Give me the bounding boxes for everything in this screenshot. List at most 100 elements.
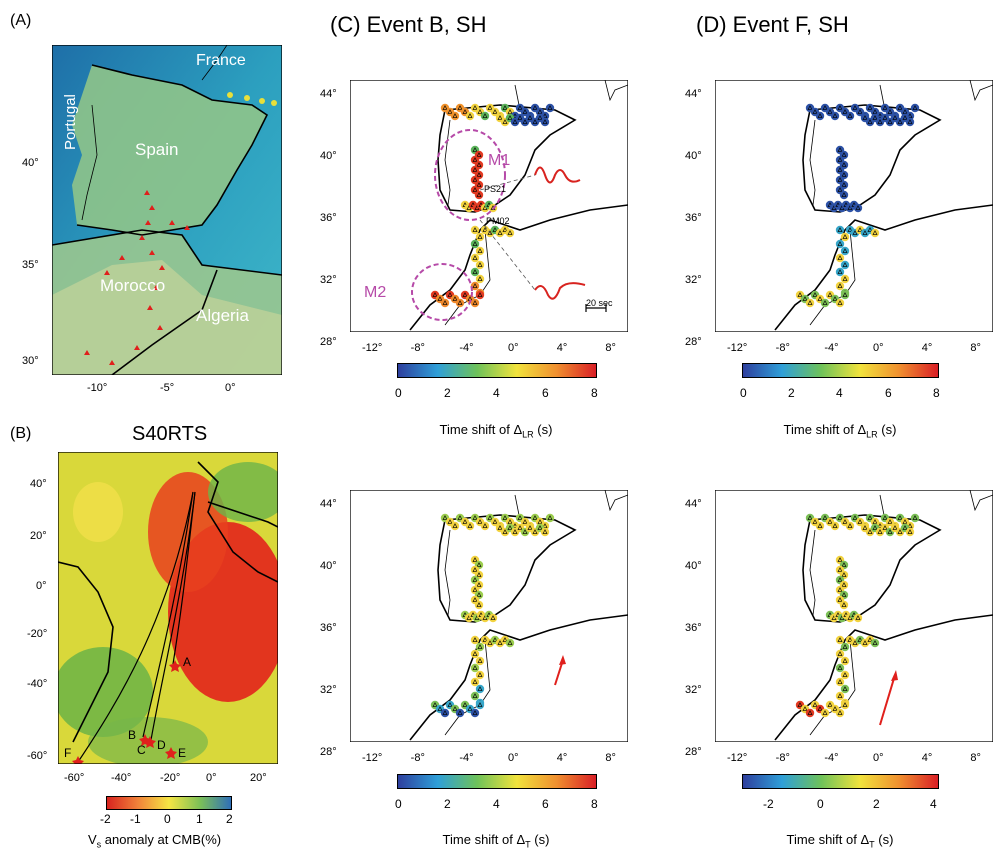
colorbar-tick: 2 [444,386,451,400]
station-marker [470,663,480,673]
station-marker [835,253,845,263]
station-marker [474,190,484,200]
panel-b-xtick: -20° [160,772,181,784]
station-marker [470,298,480,308]
scale-label: 20 sec [586,298,613,308]
station-marker [835,298,845,308]
station-marker [805,708,815,718]
colorbar-tick: 2 [788,386,795,400]
panel-c-title: (C) Event B, SH [330,12,487,37]
station-marker [840,274,850,284]
station-marker [840,642,850,652]
station-marker [480,111,490,121]
map-xtick: -4° [459,752,474,764]
panel-a-ytick: 40° [22,157,39,169]
panel-c-top-colorbar [397,363,597,378]
station-marker [905,117,915,127]
panel-b-colorbar [106,796,232,810]
map-ytick: 28° [685,746,702,758]
caption-d-top: Time shift of ΔLR (s) [783,422,897,440]
station-marker [820,708,830,718]
station-marker [540,527,550,537]
panel-b-xtick: -60° [64,772,85,784]
panel-d-top-colorbar [742,363,939,378]
station-marker [475,700,485,710]
map-xtick: -4° [824,752,839,764]
station-marker [845,521,855,531]
station-marker [905,527,915,537]
station-marker [465,521,475,531]
panel-c-bottom-map [350,490,628,742]
station-marker [480,521,490,531]
station-marker [465,111,475,121]
panel-d-bottom-map [715,490,993,742]
panel-b-xtick: -40° [111,772,132,784]
station-marker [475,656,485,666]
caption-c-top: Time shift of ΔLR (s) [439,422,553,440]
map-xtick: 8° [605,342,616,354]
colorbar-tick: -2 [763,797,774,811]
event-label-b: B [128,728,137,742]
caption-d-bottom: Time shift of ΔT (s) [786,832,894,850]
event-label-a: A [183,655,192,669]
panel-b-xtick: 20° [250,772,267,784]
map-xtick: 4° [556,752,568,764]
station-marker [545,103,555,113]
colorbar-tick: 4 [493,797,500,811]
colorbar-tick: 8 [933,386,940,400]
ps21-label: PS21 [484,184,507,194]
panel-d-bottom-colorbar [742,774,939,789]
panel-d-title: (D) Event F, SH [696,12,849,37]
station-marker [910,513,920,523]
panel-c-bottom-colorbar [397,774,597,789]
station-marker [835,691,845,701]
colorbar-tick: 4 [493,386,500,400]
station-marker [450,521,460,531]
station-marker [474,600,484,610]
map-xtick: 0° [508,342,519,354]
station-marker [840,232,850,242]
map-ytick: 28° [685,336,702,348]
map-xtick: -12° [727,752,748,764]
map-ytick: 40° [685,560,702,572]
panel-a-ytick: 30° [22,355,39,367]
panel-d-top-map [715,80,993,332]
event-label-e: E [178,746,187,760]
map-ytick: 28° [320,336,337,348]
station-marker [470,635,480,645]
map-xtick: 0° [873,342,884,354]
station-marker [455,708,465,718]
caption-c-bottom: Time shift of ΔT (s) [442,832,550,850]
station-marker [455,298,465,308]
country-label-morocco: Morocco [100,276,166,295]
station-marker [545,513,555,523]
panel-b-colorbar-tick: -1 [130,812,141,826]
station-marker [475,290,485,300]
colorbar-tick: 0 [740,386,747,400]
map-xtick: 0° [508,752,519,764]
station-marker [475,670,485,680]
station-marker [470,649,480,659]
panel-b-colorbar-tick: 0 [164,812,171,826]
panel-b-colorbar-tick: 2 [226,812,233,826]
station-marker [540,117,550,127]
station-marker [470,239,480,249]
station-marker [470,267,480,277]
map-ytick: 40° [320,150,337,162]
map-ytick: 36° [320,212,337,224]
station-marker [839,190,849,200]
station-marker [835,663,845,673]
colorbar-tick: 6 [542,797,549,811]
map-ytick: 32° [685,274,702,286]
station-marker [835,677,845,687]
station-marker [840,656,850,666]
station-marker [839,600,849,610]
panel-a-xtick: 0° [225,382,236,394]
station-marker [870,228,880,238]
map-xtick: -8° [410,342,425,354]
map-ytick: 32° [320,274,337,286]
map-ytick: 32° [320,684,337,696]
station-marker [840,260,850,270]
map-xtick: -12° [362,342,383,354]
station-marker [805,298,815,308]
